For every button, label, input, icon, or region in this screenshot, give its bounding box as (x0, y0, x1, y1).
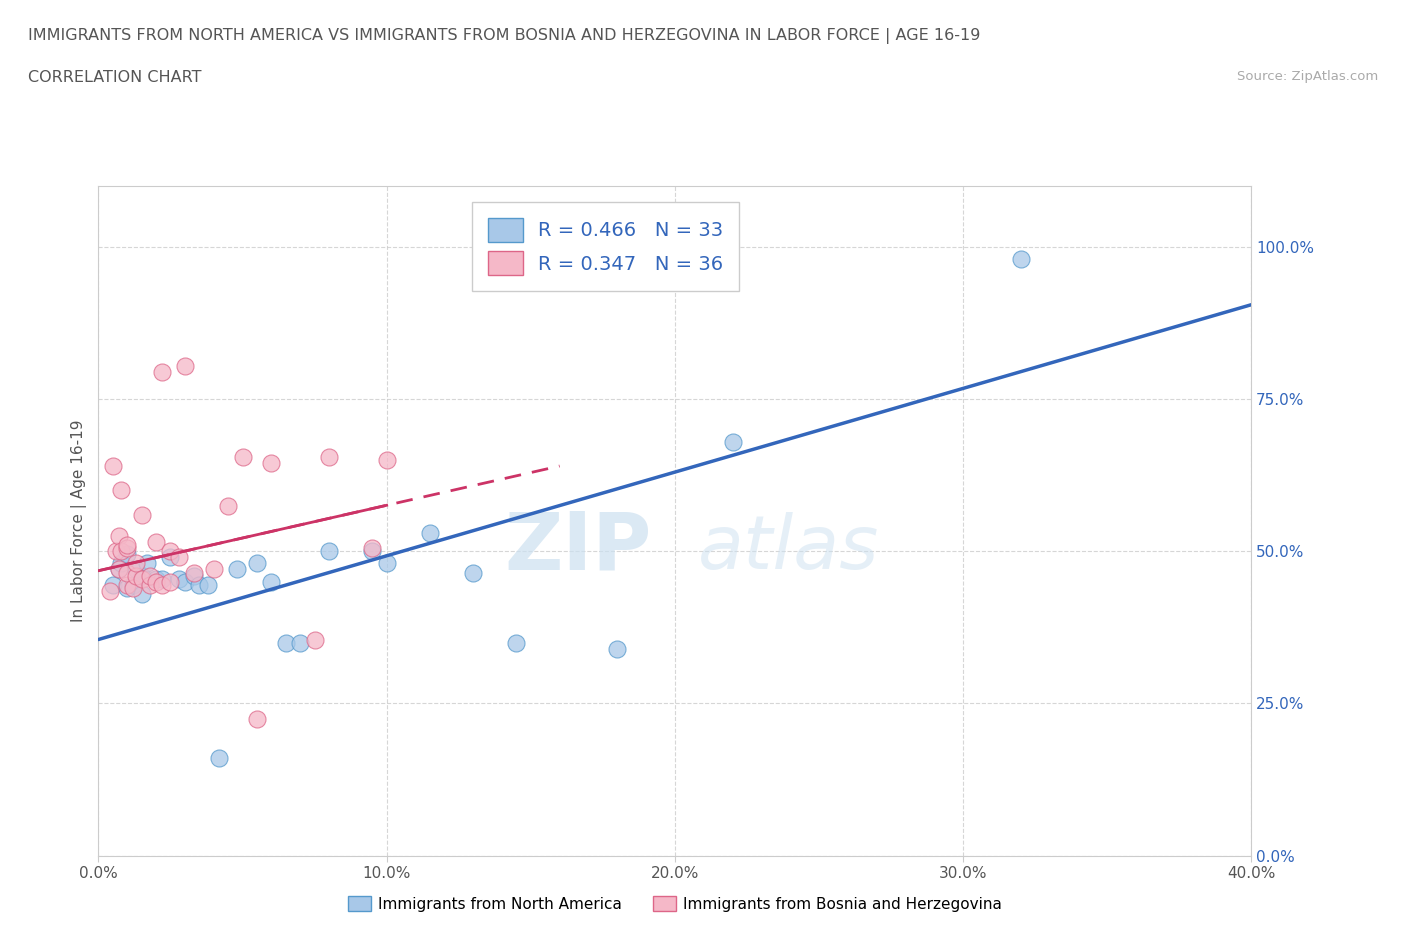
Point (145, 571, 167, 586)
Point (721, 434, 744, 449)
Legend: R = 0.466   N = 33, R = 0.347   N = 36: R = 0.466 N = 33, R = 0.347 N = 36 (472, 203, 740, 291)
Point (117, 538, 139, 552)
Point (107, 562, 129, 577)
Point (375, 453, 398, 468)
Point (174, 358, 197, 373)
Point (246, 556, 269, 571)
Point (260, 456, 283, 471)
Point (183, 568, 205, 583)
Legend: Immigrants from North America, Immigrants from Bosnia and Herzegovina: Immigrants from North America, Immigrant… (342, 889, 1008, 918)
Point (188, 578, 211, 592)
Point (419, 525, 441, 540)
Point (101, 578, 124, 592)
Point (117, 547, 139, 562)
Point (375, 556, 398, 571)
Point (125, 556, 148, 571)
Point (304, 632, 326, 647)
Point (159, 544, 181, 559)
Point (110, 483, 132, 498)
Point (122, 580, 145, 595)
Point (174, 574, 197, 589)
Y-axis label: In Labor Force | Age 16-19: In Labor Force | Age 16-19 (72, 419, 87, 622)
Point (104, 544, 127, 559)
Point (150, 578, 173, 592)
Point (167, 550, 190, 565)
Point (125, 568, 148, 583)
Text: Source: ZipAtlas.com: Source: ZipAtlas.com (1237, 70, 1378, 83)
Point (231, 449, 254, 464)
Point (361, 540, 384, 555)
Text: atlas: atlas (697, 512, 879, 584)
Point (131, 507, 153, 522)
Point (136, 556, 159, 571)
Point (107, 562, 129, 577)
Point (125, 562, 148, 577)
Point (117, 540, 139, 555)
Point (167, 571, 190, 586)
Point (145, 574, 167, 589)
Point (274, 635, 297, 650)
Point (183, 565, 205, 580)
Text: IMMIGRANTS FROM NORTH AMERICA VS IMMIGRANTS FROM BOSNIA AND HERZEGOVINA IN LABOR: IMMIGRANTS FROM NORTH AMERICA VS IMMIGRA… (28, 28, 980, 44)
Point (202, 562, 225, 577)
Point (131, 587, 153, 602)
Point (150, 571, 173, 586)
Point (139, 568, 162, 583)
Point (145, 535, 167, 550)
Point (505, 635, 527, 650)
Point (159, 574, 181, 589)
Point (98, 583, 121, 598)
Point (150, 365, 173, 379)
Point (122, 578, 145, 592)
Point (361, 544, 384, 559)
Point (159, 550, 181, 565)
Point (101, 458, 124, 473)
Point (1010, 252, 1032, 267)
Point (131, 571, 153, 586)
Point (117, 565, 139, 580)
Point (208, 751, 231, 765)
Point (131, 568, 153, 583)
Text: ZIP: ZIP (505, 509, 652, 587)
Point (461, 565, 484, 580)
Point (110, 544, 132, 559)
Text: CORRELATION CHART: CORRELATION CHART (28, 70, 201, 85)
Point (606, 641, 628, 656)
Point (318, 544, 340, 559)
Point (117, 580, 139, 595)
Point (225, 562, 247, 577)
Point (197, 578, 219, 592)
Point (107, 528, 129, 543)
Point (260, 574, 283, 589)
Point (246, 711, 269, 726)
Point (110, 556, 132, 571)
Point (139, 578, 162, 592)
Point (290, 635, 312, 650)
Point (318, 449, 340, 464)
Point (117, 578, 139, 592)
Point (217, 498, 239, 513)
